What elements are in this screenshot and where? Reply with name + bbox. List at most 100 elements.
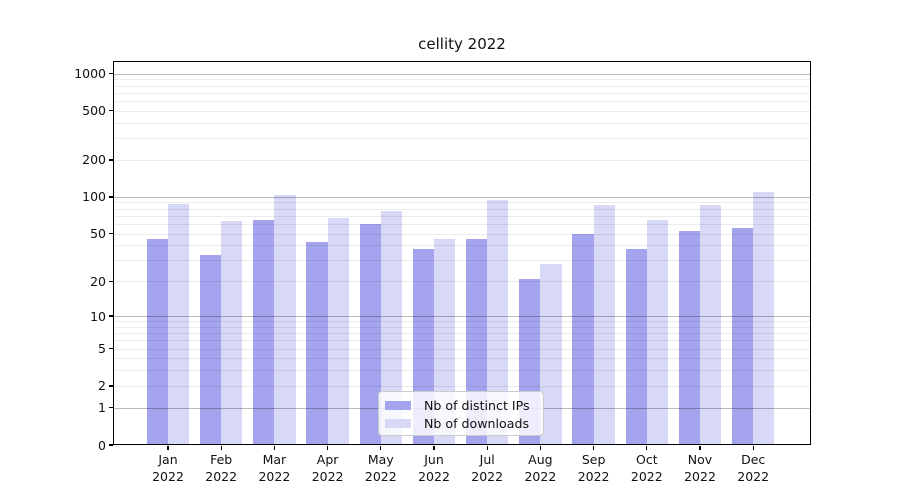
x-tick-label-oct: Oct 2022 [617,452,677,485]
bar-downloads-dec [753,191,775,445]
x-tick-label-aug: Aug 2022 [510,452,570,485]
x-tick-label-feb: Feb 2022 [191,452,251,485]
bar-ips-nov [678,230,700,445]
x-tick-year: 2022 [737,468,770,484]
y-tick-mark-50 [108,233,113,235]
gridline-minor-900 [113,79,811,81]
x-tick-label-apr: Apr 2022 [298,452,358,485]
legend-swatch-ips-icon [385,401,411,410]
gridline-minor-600 [113,100,811,102]
legend-swatch-downloads-icon [385,418,411,428]
chart-title: cellity 2022 [418,35,506,53]
x-tick-label-jun: Jun 2022 [404,452,464,485]
y-tick-label-20: 20 [90,273,106,289]
bar-ips-apr [306,241,328,445]
y-tick-label-1: 1 [98,400,106,416]
gridline-minor-7 [113,333,811,335]
bar-ips-jan [146,239,168,445]
x-tick-label-dec: Dec 2022 [723,452,783,485]
x-tick-mark-apr [326,445,329,450]
gridline-minor-200 [113,159,811,161]
x-tick-year: 2022 [418,468,450,484]
x-tick-month: Jun [424,452,444,467]
gridline-minor-30 [113,260,811,262]
y-tick-label-2: 2 [98,378,106,394]
gridline-minor-400 [113,122,811,124]
gridline-minor-80 [113,208,811,210]
y-tick-label-1000: 1000 [74,66,106,82]
x-tick-month: May [367,452,394,467]
x-tick-mark-mar [273,445,276,450]
x-tick-label-jul: Jul 2022 [457,452,517,485]
gridline-minor-500 [113,110,811,112]
gridline-minor-40 [113,245,811,247]
legend-item-downloads: Nb of downloads [385,416,535,431]
y-tick-label-500: 500 [82,103,106,119]
x-tick-year: 2022 [258,468,291,484]
x-tick-mark-nov [699,445,701,450]
bar-downloads-jan [168,203,190,445]
bar-downloads-oct [646,219,668,445]
bar-ips-sep [572,233,594,445]
x-tick-month: Jan [158,452,178,467]
gridline-minor-50 [113,233,811,235]
y-tick-label-100: 100 [82,189,106,205]
legend-label-ips: Nb of distinct IPs [424,398,530,413]
y-tick-label-10: 10 [90,308,106,324]
x-tick-month: Nov [687,452,713,467]
x-tick-year: 2022 [471,468,504,484]
bar-downloads-aug [540,263,562,445]
x-tick-year: 2022 [524,468,557,484]
gridline-minor-90 [113,202,811,204]
x-tick-mark-sep [592,445,595,450]
gridline-minor-700 [113,92,811,94]
bar-ips-dec [732,227,754,445]
x-tick-year: 2022 [577,468,610,484]
x-tick-year: 2022 [630,468,663,484]
x-tick-label-may: May 2022 [351,452,411,485]
gridline-minor-6 [113,340,811,342]
y-tick-mark-200 [108,159,113,161]
gridline-minor-5 [113,348,811,350]
bar-ips-oct [625,249,647,445]
bar-downloads-jul [487,200,509,445]
x-tick-year: 2022 [152,468,184,484]
gridline-minor-3 [113,370,811,372]
gridline-minor-300 [113,138,811,140]
x-tick-month: Mar [262,452,287,467]
bar-downloads-sep [593,204,615,445]
x-tick-mark-jul [486,445,488,450]
y-tick-mark-1000 [108,72,113,75]
x-tick-month: Aug [528,452,553,467]
y-tick-mark-0 [108,444,113,446]
x-tick-label-nov: Nov 2022 [670,452,730,485]
legend-item-distinct-ips: Nb of distinct IPs [385,398,535,413]
gridline-minor-9 [113,321,811,323]
y-tick-label-200: 200 [82,152,106,168]
x-tick-year: 2022 [205,468,238,484]
bar-ips-mar [253,219,275,445]
x-tick-month: Apr [316,452,339,467]
y-tick-mark-2 [108,385,113,387]
gridline-minor-2 [113,385,811,387]
y-tick-mark-500 [108,110,113,112]
y-tick-mark-1 [108,407,113,409]
x-tick-year: 2022 [311,468,344,484]
bar-ips-may [359,223,381,445]
x-tick-mark-jun [433,445,435,450]
x-tick-month: Feb [210,452,233,467]
x-tick-mark-may [380,445,382,450]
x-tick-month: Jul [479,452,495,467]
bar-ips-feb [200,255,222,445]
legend-label-downloads: Nb of downloads [424,415,530,431]
bar-downloads-mar [274,195,296,445]
x-tick-mark-dec [752,445,754,450]
gridline-minor-20 [113,281,811,283]
gridline-minor-60 [113,223,811,225]
gridline-minor-4 [113,358,811,360]
y-tick-label-50: 50 [90,226,106,242]
x-tick-month: Oct [635,452,658,467]
x-tick-mark-aug [539,445,542,450]
x-tick-year: 2022 [364,468,397,484]
x-tick-label-mar: Mar 2022 [244,452,304,485]
